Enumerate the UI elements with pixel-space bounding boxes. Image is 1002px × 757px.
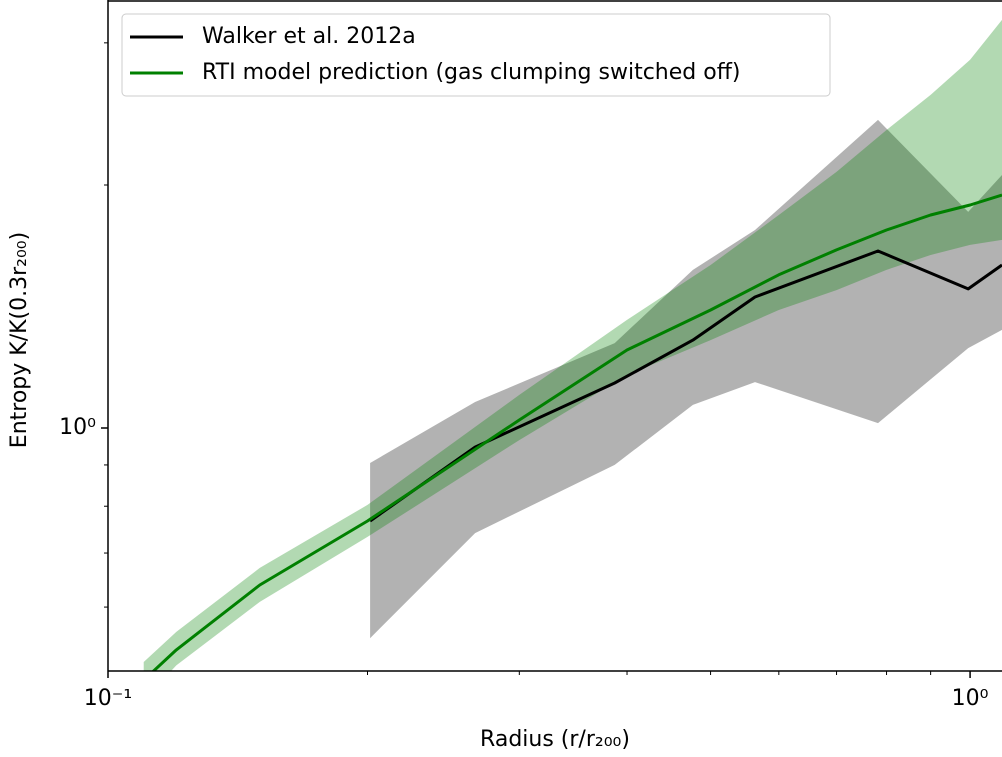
legend-label: Walker et al. 2012a	[202, 24, 416, 49]
y-tick-label: 10⁰	[59, 415, 96, 440]
series-line	[369, 249, 1002, 523]
x-tick-label: 10⁰	[952, 686, 989, 711]
legend: Walker et al. 2012a RTI model prediction …	[121, 13, 831, 97]
series-line	[151, 193, 1002, 671]
y-axis-label: Entropy K/K(0.3r₂₀₀)	[7, 232, 32, 448]
error-band	[370, 119, 1002, 639]
legend-label: RTI model prediction (gas clumping switc…	[202, 60, 740, 85]
plot-area	[143, 19, 1002, 671]
x-tick-label: 10⁻¹	[84, 686, 132, 711]
legend-box	[121, 13, 831, 97]
x-axis-label: Radius (r/r₂₀₀)	[480, 727, 630, 752]
axes	[101, 0, 1002, 678]
error-band	[143, 19, 1002, 671]
